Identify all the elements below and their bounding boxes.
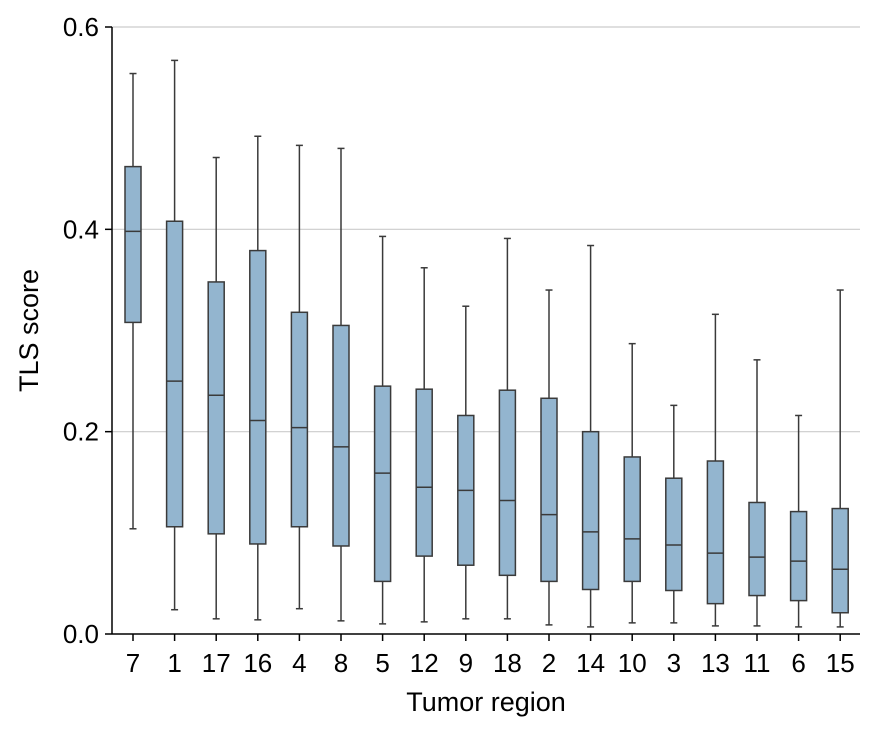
iqr-box xyxy=(249,249,267,545)
gridlines xyxy=(112,26,860,433)
box-4 xyxy=(290,144,309,610)
iqr-box xyxy=(332,324,350,547)
box-9 xyxy=(457,305,475,620)
iqr-box xyxy=(415,388,433,557)
y-axis-label: TLS score xyxy=(14,269,44,392)
iqr-box xyxy=(207,281,225,535)
x-tick-label: 12 xyxy=(410,648,439,678)
y-tick-label: 0.0 xyxy=(63,619,99,649)
x-tick-label: 9 xyxy=(459,648,473,678)
box-7 xyxy=(124,72,142,530)
x-tick-label: 7 xyxy=(126,648,140,678)
iqr-box xyxy=(623,456,641,583)
x-tick-label: 14 xyxy=(576,648,605,678)
x-tick-label: 8 xyxy=(334,648,348,678)
box-16 xyxy=(249,135,267,621)
x-axis-label: Tumor region xyxy=(406,687,566,717)
x-tick-label: 10 xyxy=(618,648,647,678)
x-tick-label: 17 xyxy=(202,648,231,678)
axes xyxy=(111,27,860,635)
x-tick-label: 11 xyxy=(744,648,771,678)
iqr-box xyxy=(124,165,142,324)
x-tick-label: 5 xyxy=(375,648,389,678)
iqr-box xyxy=(498,389,517,577)
x-tick-label: 1 xyxy=(167,648,181,678)
box-6 xyxy=(789,414,808,628)
box-1 xyxy=(165,59,184,611)
y-tick-label: 0.2 xyxy=(63,417,99,447)
box-11 xyxy=(748,359,766,627)
box-5 xyxy=(373,235,392,625)
box-14 xyxy=(581,244,600,628)
x-tick-label: 15 xyxy=(826,648,855,678)
box-series xyxy=(124,59,849,628)
iqr-box xyxy=(290,311,309,528)
iqr-box xyxy=(789,510,808,602)
iqr-box xyxy=(373,385,392,583)
x-tick-label: 13 xyxy=(701,648,730,678)
x-axis-ticks: 7 1 17 16 4 8 5 12 9 18 2 14 10 3 13 11 6 15 xyxy=(126,634,855,678)
iqr-box xyxy=(165,220,184,528)
box-13 xyxy=(706,313,725,627)
box-17 xyxy=(207,156,225,620)
y-axis-ticks: 0.0 0.2 0.4 0.6 xyxy=(63,12,112,649)
x-tick-label: 6 xyxy=(791,648,805,678)
y-tick-label: 0.4 xyxy=(63,214,99,244)
iqr-box xyxy=(581,430,600,591)
iqr-box xyxy=(831,507,849,614)
box-2 xyxy=(540,289,558,626)
x-tick-label: 3 xyxy=(667,648,681,678)
x-tick-label: 16 xyxy=(243,648,272,678)
box-3 xyxy=(665,404,683,624)
box-12 xyxy=(415,267,433,623)
x-tick-label: 4 xyxy=(292,648,306,678)
box-18 xyxy=(498,237,517,620)
iqr-box xyxy=(748,501,766,597)
y-tick-label: 0.6 xyxy=(63,12,99,42)
iqr-box xyxy=(706,460,725,605)
box-10 xyxy=(623,342,641,624)
iqr-box xyxy=(540,397,558,583)
x-tick-label: 18 xyxy=(493,648,522,678)
box-8 xyxy=(332,147,350,622)
x-tick-label: 2 xyxy=(542,648,556,678)
box-15 xyxy=(831,289,849,628)
iqr-box xyxy=(665,477,683,592)
